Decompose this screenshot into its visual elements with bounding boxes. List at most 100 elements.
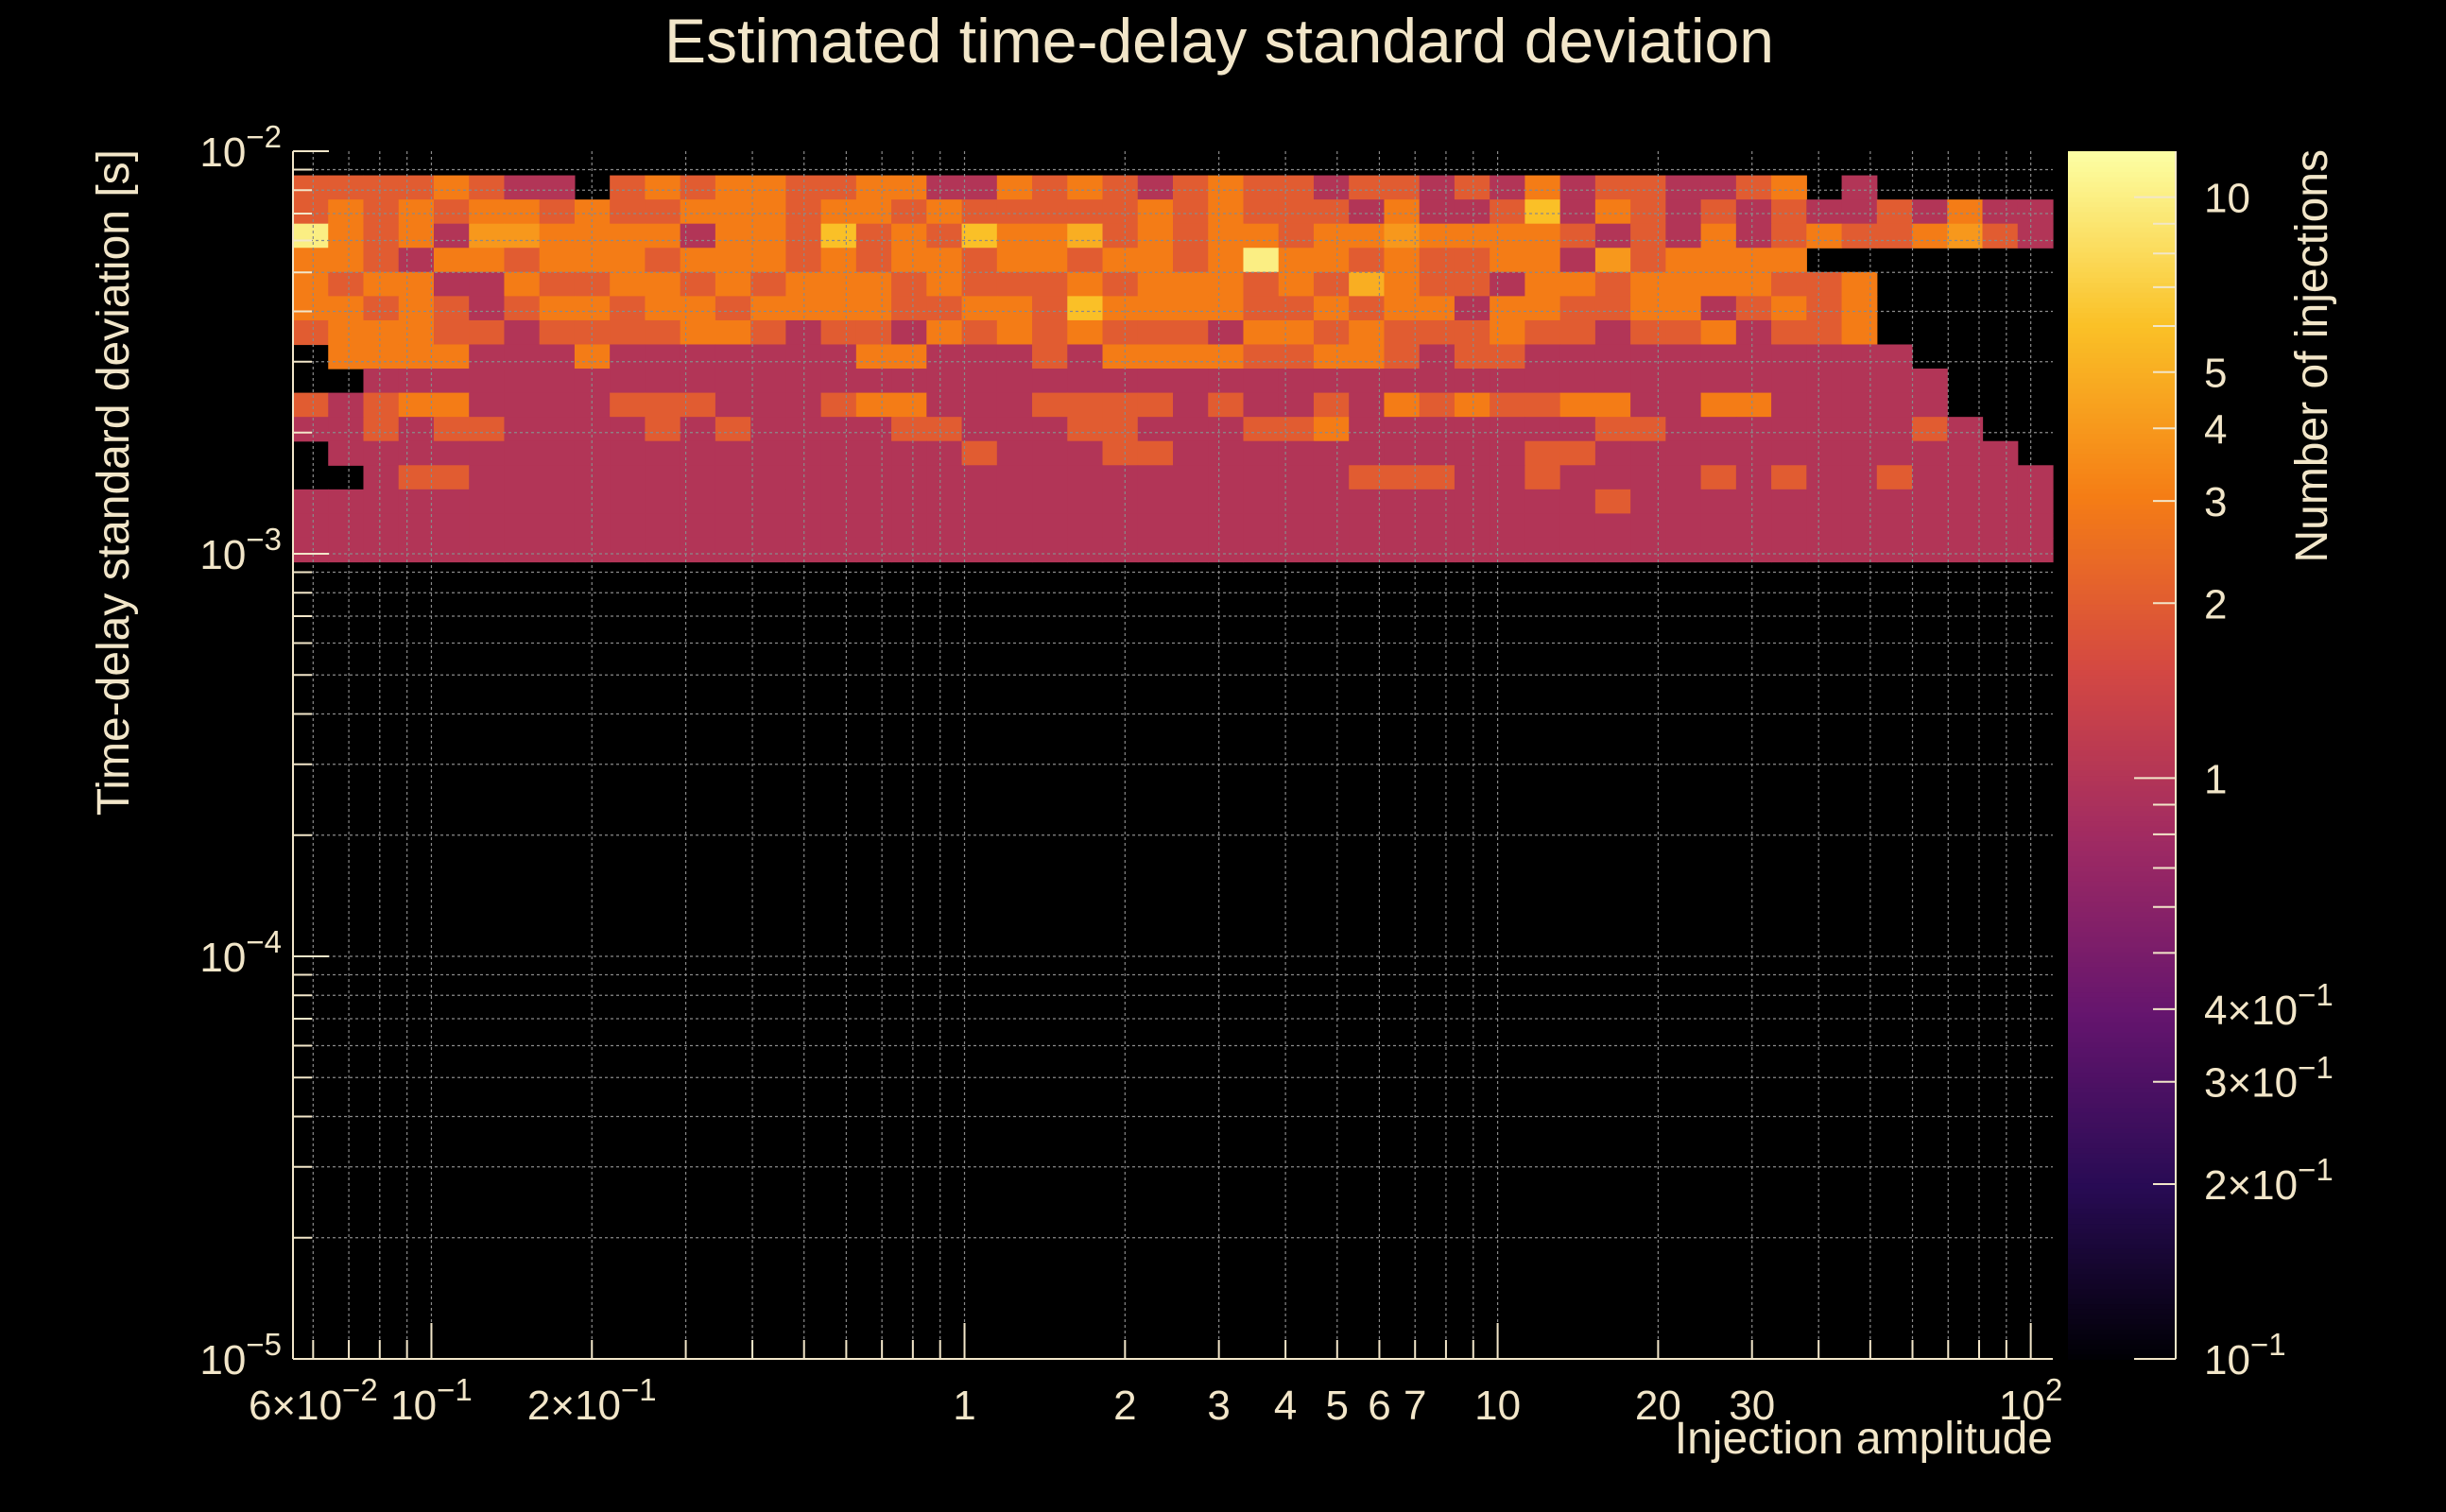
tick-mantissa: 10 bbox=[1999, 1383, 2045, 1429]
colorbar-segment bbox=[2068, 427, 2176, 434]
heatmap-cell bbox=[1032, 537, 1068, 563]
heatmap-cell bbox=[1841, 199, 1878, 225]
heatmap-cell bbox=[996, 513, 1033, 539]
heatmap-cell bbox=[363, 296, 400, 321]
colorbar-segment bbox=[2068, 644, 2176, 650]
heatmap-cell bbox=[1630, 344, 1666, 369]
heatmap-cell bbox=[1630, 175, 1666, 200]
colorbar-segment bbox=[2068, 1308, 2176, 1314]
heatmap-cell bbox=[610, 465, 646, 490]
colorbar-segment bbox=[2068, 241, 2176, 248]
y-tick-label: 10−4 bbox=[199, 924, 282, 981]
heatmap-cell bbox=[1243, 296, 1280, 321]
heatmap-cell bbox=[2017, 489, 2054, 514]
heatmap-cell bbox=[1173, 199, 1209, 225]
colorbar-segment bbox=[2068, 830, 2176, 836]
heatmap-cell bbox=[539, 248, 576, 273]
heatmap-cell bbox=[1665, 199, 1702, 225]
heatmap-cell bbox=[926, 199, 963, 225]
colorbar-segment bbox=[2068, 412, 2176, 420]
heatmap-cell bbox=[1559, 248, 1596, 273]
colorbar-segment bbox=[2068, 271, 2176, 278]
heatmap-cell bbox=[1665, 513, 1702, 539]
heatmap-cell bbox=[1735, 296, 1772, 321]
heatmap-cell bbox=[1419, 223, 1456, 249]
colorbar-segment bbox=[2068, 1162, 2176, 1169]
heatmap-cell bbox=[715, 440, 751, 466]
colorbar-tick-label: 5 bbox=[2204, 351, 2227, 397]
colorbar-segment bbox=[2068, 277, 2176, 284]
heatmap-cell bbox=[1735, 344, 1772, 369]
x-tick-label: 10 bbox=[1474, 1383, 1521, 1429]
tick-exponent: −5 bbox=[246, 1327, 282, 1362]
heatmap-cell bbox=[1806, 537, 1843, 563]
heatmap-cell bbox=[1771, 248, 1807, 273]
heatmap-cell bbox=[820, 223, 857, 249]
heatmap-cell bbox=[1454, 344, 1490, 369]
heatmap-cell bbox=[926, 248, 963, 273]
heatmap-cell bbox=[1806, 417, 1843, 442]
tick-mantissa: 10 bbox=[199, 129, 246, 176]
colorbar-segment bbox=[2068, 875, 2176, 882]
heatmap-cell bbox=[926, 489, 963, 514]
x-tick-label: 1 bbox=[953, 1383, 975, 1429]
heatmap-cell bbox=[1102, 175, 1139, 200]
colorbar-segment bbox=[2068, 1182, 2176, 1189]
heatmap-cell bbox=[1806, 319, 1843, 346]
heatmap-cell bbox=[1173, 537, 1209, 563]
colorbar-segment bbox=[2068, 1087, 2176, 1093]
heatmap-cell bbox=[1419, 248, 1456, 273]
heatmap-cell bbox=[715, 199, 751, 225]
heatmap-cell bbox=[855, 392, 892, 418]
colorbar-segment bbox=[2068, 1046, 2176, 1053]
heatmap-cell bbox=[1806, 344, 1843, 369]
colorbar-segment bbox=[2068, 493, 2176, 500]
x-tick-label: 2 bbox=[1113, 1383, 1136, 1429]
colorbar-segment bbox=[2068, 1247, 2176, 1254]
heatmap-cell bbox=[750, 175, 786, 200]
heatmap-cell bbox=[1700, 296, 1737, 321]
heatmap-cell bbox=[1349, 296, 1386, 321]
heatmap-cell bbox=[1384, 537, 1421, 563]
colorbar-segment bbox=[2068, 714, 2176, 721]
colorbar-segment bbox=[2068, 483, 2176, 490]
heatmap-cell bbox=[610, 271, 646, 297]
heatmap-cell bbox=[1982, 489, 2019, 514]
heatmap-cells bbox=[293, 175, 2054, 563]
heatmap-cell bbox=[1278, 537, 1315, 563]
heatmap-cell bbox=[1735, 175, 1772, 200]
heatmap-cell bbox=[504, 271, 541, 297]
heatmap-cell bbox=[539, 537, 576, 563]
heatmap-cell bbox=[328, 319, 365, 346]
colorbar-segment bbox=[2068, 613, 2176, 621]
heatmap-cell bbox=[1349, 271, 1386, 297]
colorbar-segment bbox=[2068, 503, 2176, 509]
colorbar-segment bbox=[2068, 1253, 2176, 1260]
heatmap-cell bbox=[469, 248, 506, 273]
colorbar-segment bbox=[2068, 719, 2176, 726]
heatmap-cell bbox=[504, 223, 541, 249]
heatmap-cell bbox=[1490, 223, 1525, 249]
heatmap-cell bbox=[820, 296, 857, 321]
heatmap-cell bbox=[891, 223, 927, 249]
colorbar-segment bbox=[2068, 236, 2176, 243]
heatmap-cell bbox=[1700, 440, 1737, 466]
colorbar-segment bbox=[2068, 881, 2176, 887]
heatmap-cell bbox=[1067, 199, 1104, 225]
heatmap-cell bbox=[715, 223, 751, 249]
heatmap-cell bbox=[1208, 344, 1245, 369]
tick-exponent: 2 bbox=[2045, 1372, 2062, 1407]
tick-exponent: −2 bbox=[342, 1372, 378, 1407]
heatmap-cell bbox=[1806, 392, 1843, 418]
heatmap-cell bbox=[1594, 417, 1631, 442]
heatmap-cell bbox=[328, 513, 365, 539]
heatmap-cell bbox=[926, 392, 963, 418]
heatmap-cell bbox=[1665, 440, 1702, 466]
heatmap-cell bbox=[1735, 513, 1772, 539]
heatmap-cell bbox=[398, 248, 435, 273]
heatmap-cell bbox=[1067, 271, 1104, 297]
heatmap-cell bbox=[1490, 417, 1525, 442]
colorbar-segment bbox=[2068, 292, 2176, 299]
heatmap-cell bbox=[1700, 223, 1737, 249]
heatmap-cell bbox=[1841, 489, 1878, 514]
